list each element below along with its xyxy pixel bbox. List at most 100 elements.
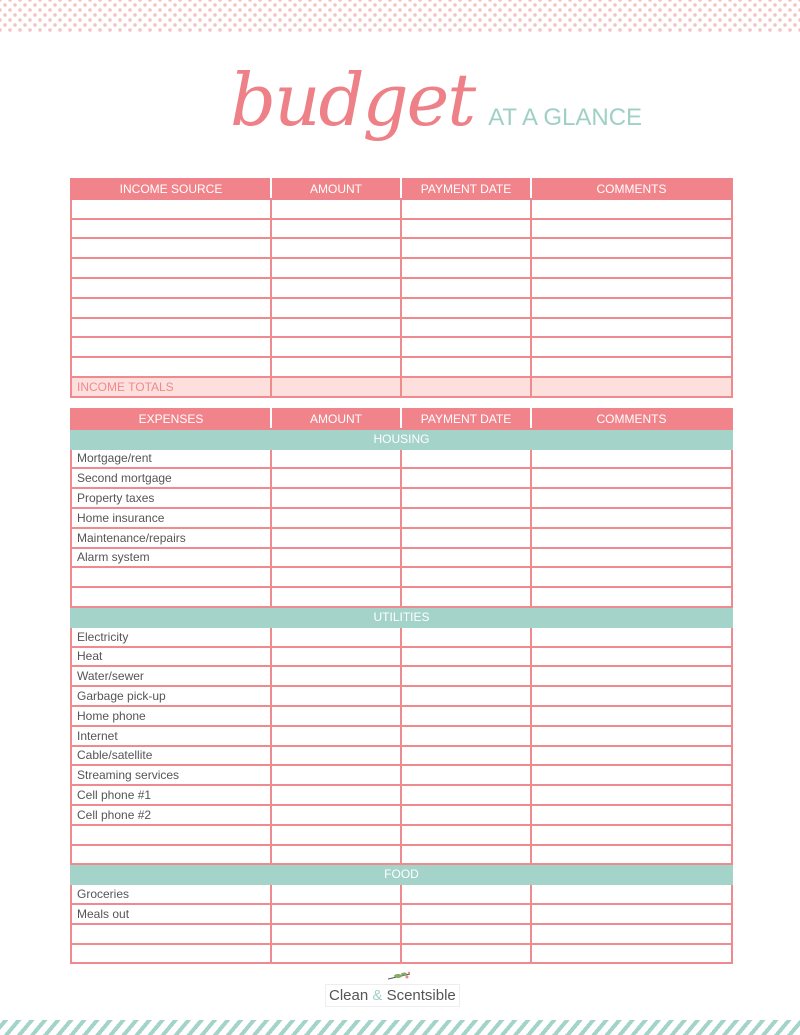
entry-cell[interactable] (400, 375, 532, 398)
entry-cell[interactable] (270, 665, 402, 688)
entry-cell[interactable] (400, 356, 532, 378)
entry-cell[interactable] (270, 724, 402, 747)
entry-cell[interactable] (530, 566, 733, 589)
entry-cell[interactable] (270, 276, 402, 299)
entry-cell[interactable] (530, 356, 733, 378)
entry-cell[interactable] (530, 276, 733, 299)
entry-cell[interactable] (270, 336, 402, 359)
entry-cell[interactable] (530, 704, 733, 727)
entry-cell[interactable] (270, 803, 402, 826)
entry-cell[interactable] (530, 803, 733, 826)
entry-cell[interactable] (270, 902, 402, 925)
entry-cell[interactable] (530, 883, 733, 905)
entry-cell[interactable] (270, 784, 402, 806)
entry-cell[interactable] (530, 784, 733, 806)
entry-cell[interactable] (400, 784, 532, 806)
entry-cell[interactable] (400, 902, 532, 925)
entry-cell[interactable] (530, 526, 733, 549)
entry-cell[interactable] (270, 685, 402, 707)
entry-cell[interactable] (400, 625, 532, 648)
entry-cell[interactable] (530, 645, 733, 668)
entry-cell[interactable] (400, 237, 532, 260)
entry-cell[interactable] (400, 704, 532, 727)
entry-cell[interactable] (530, 296, 733, 319)
entry-cell[interactable] (400, 276, 532, 299)
entry-cell[interactable] (400, 217, 532, 240)
entry-cell[interactable] (400, 197, 532, 220)
entry-cell[interactable] (270, 526, 402, 549)
entry-cell[interactable] (530, 197, 733, 220)
entry-cell[interactable] (530, 316, 733, 339)
entry-cell[interactable] (400, 546, 532, 569)
entry-cell[interactable] (400, 506, 532, 529)
entry-cell[interactable] (270, 467, 402, 490)
entry-cell[interactable] (270, 922, 402, 945)
entry-cell[interactable] (530, 764, 733, 787)
entry-cell[interactable] (400, 922, 532, 945)
entry-cell[interactable] (400, 566, 532, 589)
entry-cell[interactable] (530, 902, 733, 925)
entry-cell[interactable] (530, 447, 733, 470)
entry-cell[interactable] (530, 942, 733, 965)
entry-cell[interactable] (400, 823, 532, 846)
entry-cell[interactable] (270, 566, 402, 589)
entry-cell[interactable] (530, 237, 733, 260)
entry-cell[interactable] (270, 586, 402, 608)
entry-cell[interactable] (270, 645, 402, 668)
entry-cell[interactable] (530, 724, 733, 747)
entry-cell[interactable] (270, 447, 402, 470)
entry-cell[interactable] (400, 645, 532, 668)
entry-cell[interactable] (270, 883, 402, 905)
entry-cell[interactable] (270, 237, 402, 260)
entry-cell[interactable] (270, 704, 402, 727)
entry-cell[interactable] (270, 942, 402, 965)
entry-cell[interactable] (530, 375, 733, 398)
entry-cell[interactable] (400, 724, 532, 747)
entry-cell[interactable] (270, 316, 402, 339)
entry-cell[interactable] (270, 843, 402, 866)
entry-cell[interactable] (270, 506, 402, 529)
entry-cell[interactable] (530, 625, 733, 648)
entry-cell[interactable] (530, 665, 733, 688)
entry-cell[interactable] (530, 257, 733, 279)
entry-cell[interactable] (400, 447, 532, 470)
entry-cell[interactable] (270, 375, 402, 398)
entry-cell[interactable] (530, 586, 733, 608)
entry-cell[interactable] (400, 487, 532, 509)
entry-cell[interactable] (530, 823, 733, 846)
entry-cell[interactable] (270, 197, 402, 220)
entry-cell[interactable] (400, 744, 532, 767)
entry-cell[interactable] (530, 336, 733, 359)
entry-cell[interactable] (270, 823, 402, 846)
entry-cell[interactable] (400, 665, 532, 688)
entry-cell[interactable] (400, 257, 532, 279)
entry-cell[interactable] (270, 356, 402, 378)
entry-cell[interactable] (270, 764, 402, 787)
entry-cell[interactable] (400, 316, 532, 339)
entry-cell[interactable] (530, 922, 733, 945)
entry-cell[interactable] (530, 546, 733, 569)
entry-cell[interactable] (400, 883, 532, 905)
entry-cell[interactable] (530, 506, 733, 529)
entry-cell[interactable] (400, 685, 532, 707)
entry-cell[interactable] (270, 257, 402, 279)
entry-cell[interactable] (530, 487, 733, 509)
entry-cell[interactable] (530, 744, 733, 767)
entry-cell[interactable] (270, 217, 402, 240)
entry-cell[interactable] (400, 942, 532, 965)
entry-cell[interactable] (530, 843, 733, 866)
entry-cell[interactable] (270, 487, 402, 509)
entry-cell[interactable] (400, 296, 532, 319)
entry-cell[interactable] (270, 546, 402, 569)
entry-cell[interactable] (400, 467, 532, 490)
entry-cell[interactable] (530, 217, 733, 240)
entry-cell[interactable] (400, 526, 532, 549)
entry-cell[interactable] (270, 744, 402, 767)
entry-cell[interactable] (400, 803, 532, 826)
entry-cell[interactable] (400, 586, 532, 608)
entry-cell[interactable] (270, 625, 402, 648)
entry-cell[interactable] (400, 764, 532, 787)
entry-cell[interactable] (530, 467, 733, 490)
entry-cell[interactable] (530, 685, 733, 707)
entry-cell[interactable] (400, 336, 532, 359)
